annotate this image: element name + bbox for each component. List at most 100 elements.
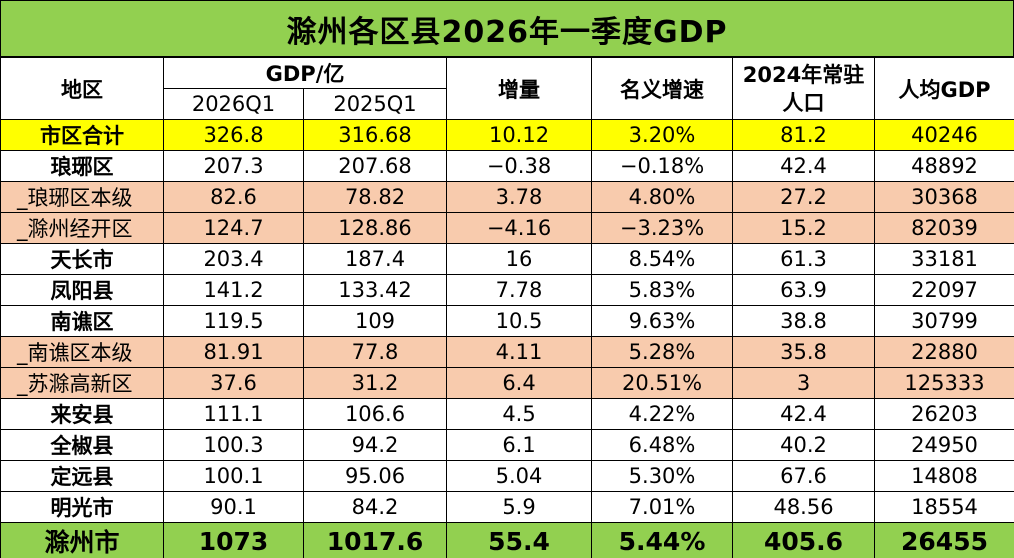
table-row: 明光市 90.1 84.2 5.9 7.01% 48.56 18554 [0,491,1014,523]
cell-2026q1: 203.4 [163,243,304,275]
cell-increment: −0.38 [446,150,593,182]
cell-2025q1: 94.2 [302,429,448,461]
cell-growth: 6.48% [591,429,734,461]
table-row: _南谯区本级 81.91 77.8 4.11 5.28% 35.8 22880 [0,336,1014,368]
cell-2025q1: 95.06 [302,460,448,492]
cell-2025q1: 316.68 [302,119,448,151]
cell-population: 405.6 [732,522,876,558]
table-row: 来安县 111.1 106.6 4.5 4.22% 42.4 26203 [0,398,1014,430]
cell-per-capita: 24950 [874,429,1014,461]
cell-region: 琅琊区 [0,150,164,182]
cell-growth: 4.80% [591,181,734,213]
cell-region: 天长市 [0,243,164,275]
cell-per-capita: 82039 [874,212,1014,244]
header-population: 2024年常驻人口 [732,57,876,120]
cell-region: _苏滁高新区 [0,367,164,399]
cell-2026q1: 81.91 [163,336,304,368]
cell-growth: 7.01% [591,491,734,523]
cell-increment: 6.1 [446,429,593,461]
cell-per-capita: 26455 [874,522,1014,558]
cell-increment: 7.78 [446,274,593,306]
cell-population: 38.8 [732,305,876,337]
cell-growth: 5.83% [591,274,734,306]
cell-2026q1: 90.1 [163,491,304,523]
cell-2026q1: 82.6 [163,181,304,213]
cell-population: 63.9 [732,274,876,306]
cell-per-capita: 22097 [874,274,1014,306]
cell-per-capita: 26203 [874,398,1014,430]
header-growth: 名义增速 [591,57,734,120]
cell-increment: −4.16 [446,212,593,244]
cell-2026q1: 207.3 [163,150,304,182]
cell-growth: 8.54% [591,243,734,275]
cell-population: 40.2 [732,429,876,461]
table-row: _琅琊区本级 82.6 78.82 3.78 4.80% 27.2 30368 [0,181,1014,213]
cell-2026q1: 124.7 [163,212,304,244]
table-row: _苏滁高新区 37.6 31.2 6.4 20.51% 3 125333 [0,367,1014,399]
cell-region: 凤阳县 [0,274,164,306]
table-row: _滁州经开区 124.7 128.86 −4.16 −3.23% 15.2 82039 [0,212,1014,244]
cell-increment: 5.04 [446,460,593,492]
cell-per-capita: 22880 [874,336,1014,368]
cell-per-capita: 125333 [874,367,1014,399]
header-region: 地区 [0,57,164,120]
cell-2025q1: 106.6 [302,398,448,430]
table-row: 市区合计 326.8 316.68 10.12 3.20% 81.2 40246 [0,119,1014,151]
table-row: 滁州市 1073 1017.6 55.4 5.44% 405.6 26455 [0,522,1014,558]
header-gdp-group: GDP/亿 [162,57,448,89]
cell-region: _琅琊区本级 [0,181,164,213]
cell-increment: 4.5 [446,398,593,430]
table-row: 南谯区 119.5 109 10.5 9.63% 38.8 30799 [0,305,1014,337]
header-2026q1: 2026Q1 [163,88,304,120]
cell-2026q1: 111.1 [163,398,304,430]
cell-growth: 3.20% [591,119,734,151]
cell-growth: 20.51% [591,367,734,399]
cell-growth: −3.23% [591,212,734,244]
cell-increment: 6.4 [446,367,593,399]
cell-region: _南谯区本级 [0,336,164,368]
header-per-capita: 人均GDP [874,57,1014,120]
cell-increment: 16 [446,243,593,275]
cell-increment: 3.78 [446,181,593,213]
cell-growth: 4.22% [591,398,734,430]
cell-region: 市区合计 [0,119,164,151]
cell-region: 滁州市 [0,522,164,558]
cell-2025q1: 78.82 [302,181,448,213]
cell-increment: 5.9 [446,491,593,523]
cell-increment: 10.5 [446,305,593,337]
cell-2025q1: 128.86 [302,212,448,244]
cell-per-capita: 48892 [874,150,1014,182]
cell-per-capita: 14808 [874,460,1014,492]
table-title: 滁州各区县2026年一季度GDP [0,0,1014,57]
cell-region: 明光市 [0,491,164,523]
cell-population: 42.4 [732,398,876,430]
cell-increment: 4.11 [446,336,593,368]
cell-2026q1: 100.3 [163,429,304,461]
cell-growth: 5.44% [591,522,734,558]
table-body: 市区合计 326.8 316.68 10.12 3.20% 81.2 40246 琅琊区 207… [0,119,1014,558]
cell-per-capita: 18554 [874,491,1014,523]
cell-region: 南谯区 [0,305,164,337]
cell-2026q1: 119.5 [163,305,304,337]
cell-per-capita: 33181 [874,243,1014,275]
table-row: 凤阳县 141.2 133.42 7.78 5.83% 63.9 22097 [0,274,1014,306]
cell-growth: −0.18% [591,150,734,182]
cell-population: 42.4 [732,150,876,182]
cell-2025q1: 207.68 [302,150,448,182]
cell-2026q1: 326.8 [163,119,304,151]
cell-population: 15.2 [732,212,876,244]
cell-per-capita: 30799 [874,305,1014,337]
table-row: 全椒县 100.3 94.2 6.1 6.48% 40.2 24950 [0,429,1014,461]
cell-region: 定远县 [0,460,164,492]
cell-2025q1: 84.2 [302,491,448,523]
cell-population: 67.6 [732,460,876,492]
cell-2025q1: 109 [302,305,448,337]
cell-increment: 10.12 [446,119,593,151]
cell-2025q1: 1017.6 [302,522,448,558]
cell-2026q1: 100.1 [163,460,304,492]
cell-growth: 9.63% [591,305,734,337]
gdp-table: 地区 GDP/亿 增量 名义增速 2024年常驻人口 人均GDP 2026Q1 … [0,57,1014,558]
cell-population: 48.56 [732,491,876,523]
header-2025q1: 2025Q1 [302,88,448,120]
cell-2026q1: 1073 [163,522,304,558]
